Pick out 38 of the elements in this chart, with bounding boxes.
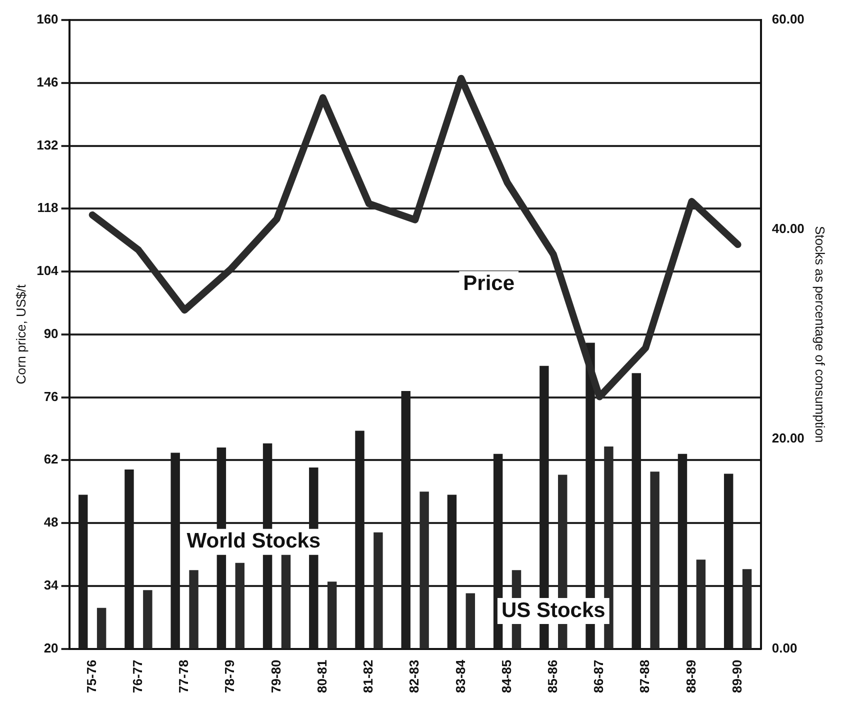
y-tick-label: 20 <box>44 640 58 656</box>
x-tick-label: 76-77 <box>130 660 146 693</box>
y-axis-title: Corn price, US$/t <box>13 284 28 384</box>
x-tick-label: 89-90 <box>729 660 744 693</box>
series-label: World Stocks <box>186 530 321 553</box>
x-tick-label: 75-76 <box>84 660 99 693</box>
y-tick-label: 34 <box>44 577 60 592</box>
y-tick-label: 48 <box>44 514 58 530</box>
x-tick-label: 88-89 <box>683 660 698 693</box>
x-tick-label: 81-82 <box>360 660 376 693</box>
y-tick-label: 160 <box>36 12 58 27</box>
x-tick-label: 80-81 <box>314 660 330 693</box>
y-tick-label: 146 <box>36 74 58 90</box>
y2-tick-label: 60.00 <box>772 12 804 27</box>
y2-tick-label: 20.00 <box>772 430 804 446</box>
y-tick-label: 76 <box>44 388 58 404</box>
y-tick-label: 132 <box>36 137 58 152</box>
text: Price <box>463 272 515 295</box>
bar <box>466 593 476 649</box>
y-tick-label: 104 <box>36 263 60 278</box>
y-tick-label: 90 <box>44 326 58 341</box>
x-tick-label: 84-85 <box>498 660 514 693</box>
bar <box>143 590 152 649</box>
x-tick-label: 77-78 <box>176 660 192 693</box>
x-tick-label: 87-88 <box>637 660 652 693</box>
x-tick-label: 78-79 <box>222 660 238 693</box>
x-tick-label: 83-84 <box>452 658 468 693</box>
y2-tick-label: 40.00 <box>772 221 804 236</box>
x-tick-label: 85-86 <box>544 660 560 693</box>
y-tick-label: 62 <box>44 452 58 467</box>
x-tick-label: 79-80 <box>268 660 284 693</box>
y2-tick-label: 0.00 <box>772 640 798 656</box>
y2-axis-title: Stocks as percentage of consumption <box>812 226 828 443</box>
y-tick-label: 118 <box>37 200 58 216</box>
x-tick-label: 86-87 <box>591 660 606 693</box>
series-label: US Stocks <box>501 598 606 622</box>
x-tick-label: 82-83 <box>406 660 422 693</box>
bar <box>96 608 106 649</box>
